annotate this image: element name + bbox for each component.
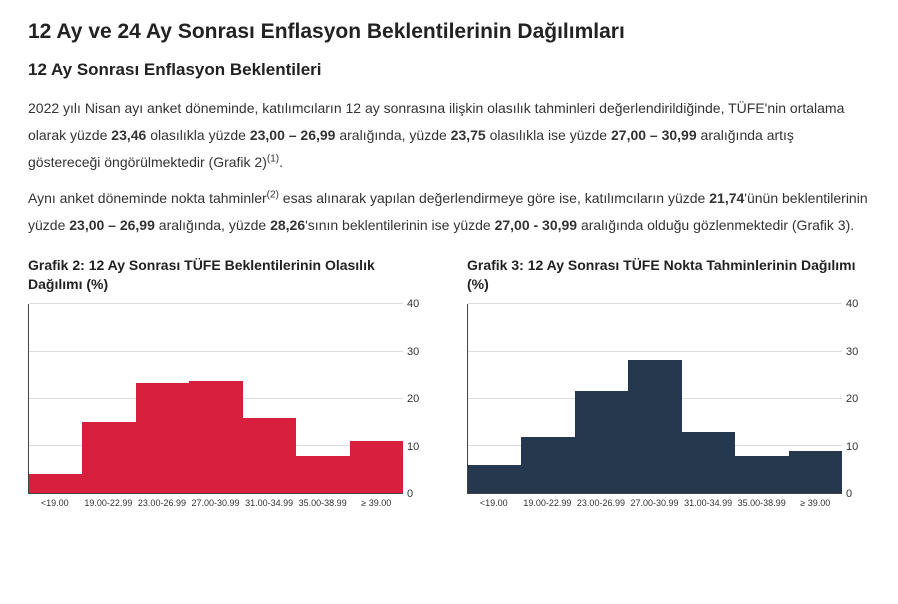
p1-bold: 23,00 – 26,99: [250, 127, 336, 143]
y-tick-label: 30: [846, 346, 858, 358]
p1-bold: 23,46: [111, 127, 146, 143]
chart-3-title: Grafik 3: 12 Ay Sonrası TÜFE Nokta Tahmi…: [467, 256, 870, 294]
x-tick-label: 23.00-26.99: [135, 498, 189, 508]
p1-text: olasılıkla yüzde: [146, 127, 250, 143]
x-tick-label: 23.00-26.99: [574, 498, 628, 508]
chart-3-xaxis: <19.0019.00-22.9923.00-26.9927.00-30.993…: [467, 498, 870, 508]
bar: [29, 474, 82, 493]
y-tick-label: 10: [407, 441, 419, 453]
charts-row: Grafik 2: 12 Ay Sonrası TÜFE Beklentiler…: [28, 256, 870, 508]
chart-2-plot: [28, 304, 403, 494]
bar: [82, 422, 135, 493]
y-tick-label: 20: [407, 393, 419, 405]
p1-text: olasılıkla ise yüzde: [486, 127, 611, 143]
bars-container: [29, 304, 403, 493]
x-tick-label: ≥ 39.00: [349, 498, 403, 508]
p2-text: Aynı anket döneminde nokta tahminler: [28, 190, 267, 206]
bar: [136, 383, 189, 494]
y-tick-label: 10: [846, 441, 858, 453]
chart-3-block: Grafik 3: 12 Ay Sonrası TÜFE Nokta Tahmi…: [467, 256, 870, 508]
section-title: 12 Ay Sonrası Enflasyon Beklentileri: [28, 59, 870, 81]
chart-2-title: Grafik 2: 12 Ay Sonrası TÜFE Beklentiler…: [28, 256, 431, 294]
footnote-ref-2: (2): [267, 190, 279, 201]
p2-bold: 27,00 - 30,99: [495, 217, 578, 233]
x-tick-label: 27.00-30.99: [189, 498, 243, 508]
footnote-ref-1: (1): [267, 153, 279, 164]
chart-2-frame: 010203040: [28, 304, 431, 494]
x-tick-label: 35.00-38.99: [296, 498, 350, 508]
bar: [521, 437, 574, 494]
bar: [575, 391, 628, 494]
x-tick-label: 27.00-30.99: [628, 498, 682, 508]
p1-bold: 23,75: [451, 127, 486, 143]
page-title: 12 Ay ve 24 Ay Sonrası Enflasyon Beklent…: [28, 18, 870, 45]
bar: [789, 451, 842, 494]
y-tick-label: 20: [846, 393, 858, 405]
chart-2-xaxis: <19.0019.00-22.9923.00-26.9927.00-30.993…: [28, 498, 431, 508]
p2-text: esas alınarak yapılan değerlendirmeye gö…: [279, 190, 709, 206]
y-tick-label: 0: [407, 488, 413, 500]
p2-bold: 21,74: [709, 190, 744, 206]
chart-2-yaxis: 010203040: [403, 304, 431, 494]
p2-bold: 28,26: [270, 217, 305, 233]
x-tick-label: 19.00-22.99: [521, 498, 575, 508]
p2-bold: 23,00 – 26,99: [69, 217, 155, 233]
y-tick-label: 30: [407, 346, 419, 358]
x-tick-label: 31.00-34.99: [681, 498, 735, 508]
paragraph-1: 2022 yılı Nisan ayı anket döneminde, kat…: [28, 95, 870, 175]
p2-text: 'sının beklentilerinin ise yüzde: [305, 217, 494, 233]
bar: [296, 456, 349, 494]
bar: [243, 418, 296, 494]
bar: [350, 441, 403, 493]
chart-3-frame: 010203040: [467, 304, 870, 494]
x-tick-label: <19.00: [28, 498, 82, 508]
bars-container: [468, 304, 842, 493]
p1-text: .: [279, 154, 283, 170]
y-tick-label: 40: [846, 298, 858, 310]
paragraph-2: Aynı anket döneminde nokta tahminler(2) …: [28, 185, 870, 238]
bar: [735, 456, 788, 494]
x-tick-label: ≥ 39.00: [788, 498, 842, 508]
p1-text: aralığında, yüzde: [335, 127, 450, 143]
y-tick-label: 0: [846, 488, 852, 500]
p2-text: aralığında, yüzde: [155, 217, 270, 233]
chart-2-block: Grafik 2: 12 Ay Sonrası TÜFE Beklentiler…: [28, 256, 431, 508]
chart-3-plot: [467, 304, 842, 494]
bar: [468, 465, 521, 493]
bar: [189, 381, 242, 493]
p1-bold: 27,00 – 30,99: [611, 127, 697, 143]
x-tick-label: 31.00-34.99: [242, 498, 296, 508]
chart-3-yaxis: 010203040: [842, 304, 870, 494]
x-tick-label: 35.00-38.99: [735, 498, 789, 508]
x-tick-label: <19.00: [467, 498, 521, 508]
bar: [628, 360, 681, 494]
x-tick-label: 19.00-22.99: [82, 498, 136, 508]
y-tick-label: 40: [407, 298, 419, 310]
p2-text: aralığında olduğu gözlenmektedir (Grafik…: [577, 217, 854, 233]
bar: [682, 432, 735, 493]
